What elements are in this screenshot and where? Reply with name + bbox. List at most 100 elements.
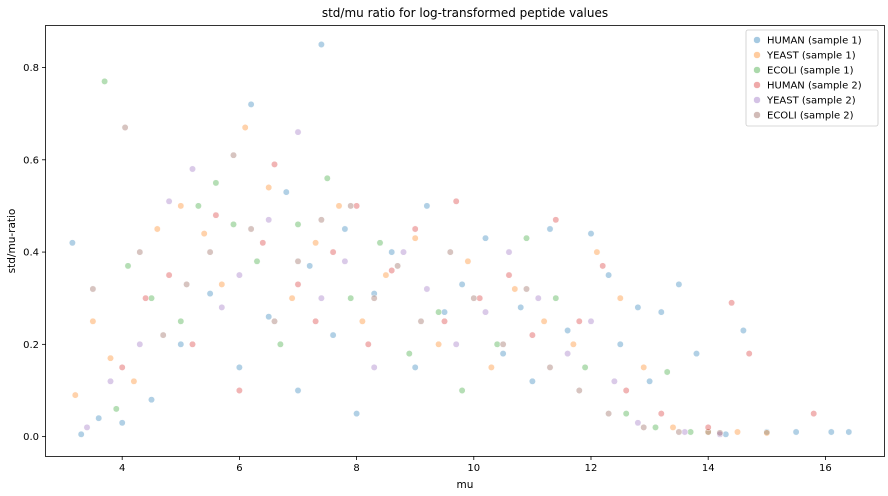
data-point — [411, 363, 419, 371]
data-point — [511, 285, 519, 293]
data-point — [417, 317, 425, 325]
legend-box — [745, 29, 879, 127]
data-point — [663, 368, 671, 376]
legend-marker — [753, 51, 761, 59]
data-point — [294, 128, 302, 136]
legend-marker — [753, 66, 761, 74]
data-point — [382, 271, 390, 279]
data-point — [271, 160, 278, 168]
data-point — [159, 331, 167, 339]
x-tick-label: 12 — [585, 463, 598, 474]
data-point — [646, 377, 654, 385]
data-point — [616, 340, 624, 348]
data-point — [364, 340, 372, 348]
data-point — [634, 303, 642, 311]
data-point — [523, 234, 530, 242]
legend-marker — [753, 111, 761, 119]
data-point — [634, 419, 642, 427]
data-point — [452, 197, 460, 205]
data-point — [118, 419, 126, 427]
series-2 — [101, 77, 695, 436]
data-point — [657, 308, 665, 316]
data-point — [569, 340, 577, 348]
data-point — [206, 248, 214, 256]
data-point — [622, 410, 630, 418]
data-point — [681, 428, 689, 436]
data-point — [581, 363, 589, 371]
x-tick-label: 16 — [819, 463, 832, 474]
data-point — [370, 363, 378, 371]
data-point — [235, 387, 243, 394]
data-point — [622, 387, 630, 394]
data-point — [693, 350, 700, 358]
legend-label: YEAST (sample 1) — [766, 51, 856, 62]
series-5 — [89, 124, 724, 437]
data-point — [669, 423, 677, 431]
data-point — [411, 234, 419, 242]
data-point — [587, 317, 595, 325]
data-point — [136, 248, 144, 256]
legend-label: YEAST (sample 2) — [766, 96, 856, 107]
data-point — [493, 340, 501, 348]
data-point — [552, 294, 560, 302]
points-layer — [68, 41, 853, 438]
data-point — [505, 248, 513, 256]
data-point — [400, 248, 407, 256]
data-point — [657, 410, 665, 418]
y-tick-label: 0.4 — [23, 248, 39, 259]
data-point — [528, 377, 536, 385]
data-point — [452, 340, 460, 348]
data-point — [763, 429, 771, 437]
x-axis-label: mu — [457, 479, 474, 491]
data-point — [575, 317, 583, 325]
data-point — [845, 428, 853, 436]
data-point — [534, 294, 542, 302]
data-point — [165, 197, 173, 205]
data-point — [189, 340, 196, 348]
data-point — [142, 294, 150, 302]
data-point — [523, 285, 530, 293]
data-point — [792, 428, 800, 436]
data-point — [610, 377, 618, 385]
data-point — [745, 350, 753, 358]
series-4 — [83, 128, 724, 438]
data-point — [148, 396, 155, 404]
x-tick-label: 4 — [119, 463, 125, 474]
x-tick-label: 10 — [467, 463, 480, 474]
data-point — [288, 294, 296, 302]
x-tick-label: 6 — [236, 463, 242, 474]
data-point — [358, 317, 366, 325]
data-point — [177, 340, 185, 348]
data-point — [441, 317, 448, 325]
data-point — [101, 77, 109, 85]
data-point — [722, 430, 730, 438]
data-point — [353, 410, 361, 418]
data-point — [183, 280, 191, 288]
y-tick-label: 0.6 — [23, 155, 39, 166]
legend-marker — [753, 36, 761, 44]
data-point — [505, 271, 513, 279]
data-point — [827, 428, 835, 436]
chart-title: std/mu ratio for log-transformed peptide… — [322, 6, 608, 20]
data-point — [206, 290, 214, 298]
data-point — [271, 317, 278, 325]
data-point — [323, 174, 331, 182]
data-point — [405, 350, 413, 358]
data-point — [68, 239, 76, 247]
data-point — [441, 308, 448, 316]
legend-label: ECOLI (sample 2) — [767, 111, 854, 122]
data-point — [235, 271, 243, 279]
data-point — [247, 225, 255, 233]
data-point — [499, 350, 507, 358]
data-point — [294, 257, 302, 265]
data-point — [294, 387, 302, 394]
data-point — [276, 340, 284, 348]
data-point — [312, 239, 320, 247]
data-point — [165, 271, 173, 279]
data-point — [259, 239, 267, 247]
data-point — [89, 317, 97, 325]
legend: HUMAN (sample 1) YEAST (sample 1) ECOLI (s… — [745, 29, 879, 127]
data-point — [605, 271, 613, 279]
y-axis: 0.0 0.2 0.4 0.6 0.8 — [23, 63, 46, 443]
data-point — [294, 280, 302, 288]
